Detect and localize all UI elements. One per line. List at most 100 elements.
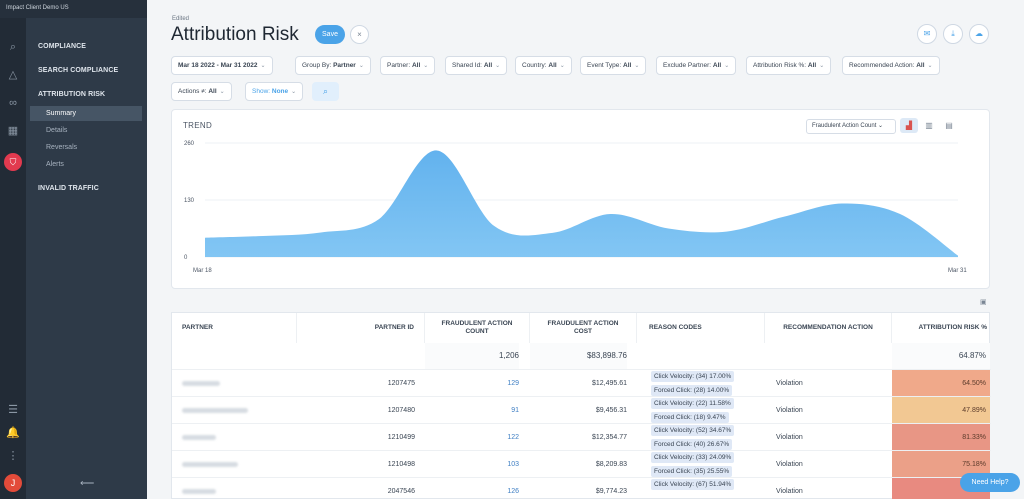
close-button[interactable]: ×: [350, 25, 369, 44]
recommendation-cell: Violation: [776, 407, 803, 414]
show-value: None: [271, 88, 289, 95]
metric-select[interactable]: Fraudulent Action Count ⌄: [806, 119, 896, 134]
th-fraud-count[interactable]: FRAUDULENT ACTION COUNT: [425, 313, 530, 343]
actions-filter[interactable]: Actions ≠: All ⌄: [171, 82, 232, 101]
cloud-download-icon[interactable]: ☁: [969, 24, 989, 44]
x-tick-label: Mar 31: [948, 268, 967, 274]
shared-id-label: Shared Id:: [452, 62, 482, 69]
partner-table: PARTNER PARTNER ID FRAUDULENT ACTION COU…: [171, 312, 991, 499]
infinity-icon[interactable]: ∞: [9, 97, 17, 109]
group-by-label: Group By:: [302, 62, 332, 69]
network-icon[interactable]: △: [8, 69, 18, 81]
exclude-partner-filter[interactable]: Exclude Partner: All ⌄: [656, 56, 737, 75]
collapse-arrow-icon[interactable]: ⟵: [80, 478, 95, 489]
attribution-risk-label: Attribution Risk %:: [753, 62, 807, 69]
nav-sub-summary[interactable]: Summary: [30, 106, 142, 121]
list-icon[interactable]: ☰: [8, 404, 18, 416]
nav-item-search-compliance[interactable]: SEARCH COMPLIANCE: [38, 67, 119, 74]
th-recommendation[interactable]: RECOMMENDATION ACTION: [765, 313, 892, 343]
nav-item-compliance[interactable]: COMPLIANCE: [38, 43, 87, 50]
table-row[interactable]: 1210499 122 $12,354.77 Click Velocity: (52)…: [172, 423, 991, 451]
email-icon[interactable]: ✉: [917, 24, 937, 44]
attribution-risk-cell: 47.89%: [892, 397, 990, 424]
show-label: Show:: [252, 88, 271, 95]
fraud-count-link[interactable]: 122: [507, 434, 519, 441]
nav-sub-details[interactable]: Details: [46, 127, 68, 134]
avatar[interactable]: J: [4, 474, 22, 492]
table-row[interactable]: 2047546 126 $9,774.23 Click Velocity: (67) …: [172, 477, 991, 499]
recommendation-cell: Violation: [776, 461, 803, 468]
reason-code-chip: Forced Click: (35) 25.55%: [651, 466, 733, 477]
save-button[interactable]: Save: [315, 25, 345, 44]
recommended-action-label: Recommended Action:: [849, 62, 915, 69]
columns-icon[interactable]: ▣: [980, 299, 987, 306]
page-title: Attribution Risk: [171, 24, 299, 45]
reason-code-chip: Click Velocity: (33) 24.09%: [651, 452, 735, 463]
chevron-down-icon: ⌄: [423, 63, 429, 69]
shared-id-filter[interactable]: Shared Id: All ⌄: [445, 56, 508, 75]
partner-id-cell: 1210499: [387, 434, 415, 441]
event-type-filter[interactable]: Event Type: All ⌄: [580, 56, 647, 75]
sidebar-nav: COMPLIANCE SEARCH COMPLIANCE ATTRIBUTION…: [26, 18, 147, 499]
group-by-filter[interactable]: Group By: Partner ⌄: [295, 56, 371, 75]
bar-chart-type-icon[interactable]: ▥: [925, 121, 933, 130]
trend-card: 0 130 260 Mar 18 Mar 31 TREND Fraudulent Act…: [171, 109, 990, 289]
table-row[interactable]: 1207475 129 $12,495.61 Click Velocity: (34)…: [172, 369, 991, 397]
need-help-button[interactable]: Need Help?: [960, 473, 1020, 492]
search-icon: ⌕: [322, 86, 329, 96]
table-row[interactable]: 1207480 91 $9,456.31 Click Velocity: (22) 1…: [172, 396, 991, 424]
reason-code-chip: Click Velocity: (34) 17.00%: [651, 371, 735, 382]
th-fraud-cost[interactable]: FRAUDULENT ACTION COST: [530, 313, 637, 343]
partner-name-redacted: [182, 489, 216, 494]
th-partner[interactable]: PARTNER: [172, 313, 297, 343]
date-range-filter[interactable]: Mar 18 2022 - Mar 31 2022 ⌄: [171, 56, 273, 75]
nav-sub-reversals[interactable]: Reversals: [46, 144, 78, 151]
grid-icon[interactable]: ▦: [7, 125, 19, 137]
reason-code-chip: Click Velocity: (22) 11.58%: [651, 398, 734, 409]
area-chart-type-icon[interactable]: ▟: [900, 118, 918, 133]
nav-sub-alerts[interactable]: Alerts: [46, 161, 64, 168]
show-filter[interactable]: Show: None ⌄: [245, 82, 304, 101]
fraud-count-link[interactable]: 91: [511, 407, 519, 414]
search-button[interactable]: ⌕: [312, 82, 339, 101]
fraud-cost-cell: $8,209.83: [595, 461, 627, 468]
shield-icon[interactable]: ⛉: [4, 153, 22, 171]
fraud-count-link[interactable]: 103: [507, 461, 519, 468]
th-attribution-risk[interactable]: ATTRIBUTION RISK %: [918, 324, 988, 331]
reason-code-chip: Forced Click: (18) 9.47%: [651, 412, 729, 423]
total-count: 1,206: [425, 343, 519, 369]
group-by-value: Partner: [333, 62, 356, 69]
nav-item-attribution-risk[interactable]: ATTRIBUTION RISK: [38, 91, 106, 98]
search-icon[interactable]: ⌕: [9, 41, 17, 53]
actions-label: Actions ≠:: [178, 88, 207, 95]
fraud-count-link[interactable]: 129: [507, 380, 519, 387]
chevron-down-icon: ⌄: [724, 63, 730, 69]
attribution-risk-filter[interactable]: Attribution Risk %: All ⌄: [746, 56, 832, 75]
partner-name-redacted: [182, 408, 248, 413]
actions-value: All: [208, 88, 217, 95]
country-value: All: [548, 62, 557, 69]
trend-label: TREND: [183, 121, 213, 130]
country-filter[interactable]: Country: All ⌄: [515, 56, 572, 75]
recommended-action-filter[interactable]: Recommended Action: All ⌄: [842, 56, 940, 75]
th-reason-codes[interactable]: REASON CODES: [637, 313, 765, 343]
partner-filter[interactable]: Partner: All ⌄: [380, 56, 436, 75]
table-row[interactable]: 1210498 103 $8,209.83 Click Velocity: (33) …: [172, 450, 991, 478]
th-partner-id[interactable]: PARTNER ID: [297, 313, 425, 343]
download-icon[interactable]: ⤓: [943, 24, 963, 44]
bell-icon[interactable]: 🔔: [6, 427, 20, 439]
attribution-risk-cell: 81.33%: [892, 424, 990, 451]
fraud-cost-cell: $9,456.31: [595, 407, 627, 414]
nav-item-invalid-traffic[interactable]: INVALID TRAFFIC: [38, 185, 99, 192]
chevron-down-icon: ⌄: [358, 63, 364, 69]
edited-label: Edited: [172, 16, 190, 22]
stacked-chart-type-icon[interactable]: ▤: [945, 121, 953, 130]
y-tick-label: 260: [184, 141, 195, 147]
x-tick-label: Mar 18: [193, 268, 212, 274]
more-icon[interactable]: ⋮: [7, 450, 19, 462]
fraud-count-link[interactable]: 126: [507, 488, 519, 495]
recommendation-cell: Violation: [776, 380, 803, 387]
trend-area[interactable]: [205, 150, 958, 257]
reason-code-chip: Click Velocity: (67) 51.94%: [651, 479, 735, 490]
icon-rail: ⌕ △ ∞ ▦ ⛉ ☰ 🔔 ⋮ J: [0, 18, 26, 499]
